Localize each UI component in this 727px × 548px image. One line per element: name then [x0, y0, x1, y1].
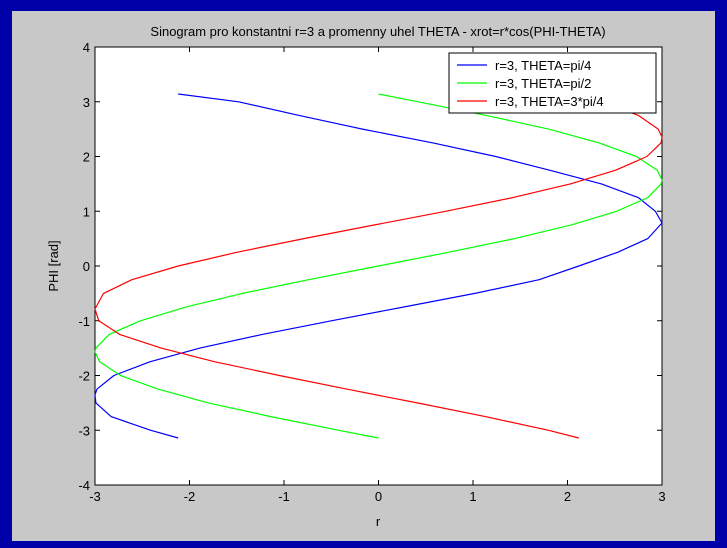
y-tick-label: -3 — [78, 423, 90, 438]
legend-entry-label: r=3, THETA=pi/2 — [495, 76, 591, 91]
y-tick-label: 0 — [83, 259, 90, 274]
y-tick-label: 1 — [83, 204, 90, 219]
y-tick-label: 3 — [83, 95, 90, 110]
y-tick-label: -2 — [78, 369, 90, 384]
x-tick-label: 0 — [375, 489, 382, 504]
legend-entry-label: r=3, THETA=3*pi/4 — [495, 94, 604, 109]
series-line-3 — [94, 93, 663, 439]
x-tick-label: -2 — [184, 489, 196, 504]
legend-entry-label: r=3, THETA=pi/4 — [495, 58, 591, 73]
y-tick-label: 2 — [83, 150, 90, 165]
series-line-2 — [94, 93, 663, 439]
y-axis-label: PHI [rad] — [46, 240, 61, 291]
y-tick-label: 4 — [83, 40, 90, 55]
y-tick-label: -4 — [78, 478, 90, 493]
x-tick-label: 3 — [658, 489, 665, 504]
y-tick-label: -1 — [78, 314, 90, 329]
x-tick-label: 1 — [469, 489, 476, 504]
series-line-1 — [94, 93, 663, 439]
x-axis-label: r — [376, 514, 381, 529]
chart-title: Sinogram pro konstantni r=3 a promenny u… — [150, 24, 605, 39]
x-tick-label: 2 — [564, 489, 571, 504]
chart-canvas: Sinogram pro konstantni r=3 a promenny u… — [46, 24, 666, 529]
figure-window: Sinogram pro konstantni r=3 a promenny u… — [12, 11, 715, 541]
x-tick-label: -3 — [89, 489, 101, 504]
series-lines — [94, 93, 663, 439]
legend: r=3, THETA=pi/4 r=3, THETA=pi/2 r=3, THETA… — [448, 52, 657, 114]
x-tick-label: -1 — [278, 489, 290, 504]
